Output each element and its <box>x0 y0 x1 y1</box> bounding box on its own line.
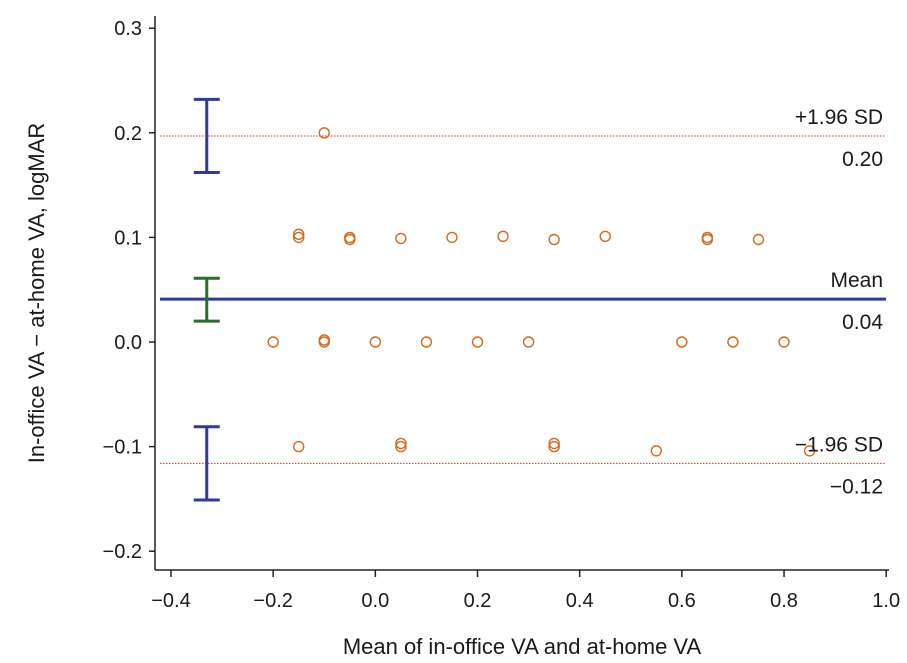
data-point <box>803 445 816 457</box>
upper-loa-value: 0.20 <box>842 148 883 171</box>
mean-value: 0.04 <box>842 311 883 334</box>
y-tick-label: 0.3 <box>114 18 142 40</box>
lower-loa-value: −0.12 <box>830 475 883 498</box>
data-point <box>293 228 305 240</box>
data-point <box>395 232 407 245</box>
data-point <box>548 440 560 453</box>
upper-loa-label: +1.96 SD <box>795 106 883 129</box>
data-point <box>395 440 407 453</box>
data-point <box>778 336 790 348</box>
data-point <box>650 445 663 457</box>
data-point <box>344 233 356 246</box>
data-point <box>752 233 765 246</box>
data-point <box>599 230 611 243</box>
mean-ci-bar <box>193 276 220 323</box>
x-tick-label: 1.0 <box>872 590 900 612</box>
data-point <box>548 437 560 450</box>
y-tick-label: 0.1 <box>114 227 142 249</box>
y-tick-label: 0.0 <box>114 332 142 354</box>
data-point <box>471 336 484 348</box>
data-point <box>548 233 560 246</box>
y-tick-label: −0.1 <box>103 437 142 459</box>
data-point <box>267 336 279 348</box>
y-ticks: −0.2 −0.1 0.0 0.1 0.2 0.3 <box>103 18 155 563</box>
x-tick-label: 0.6 <box>668 590 696 612</box>
y-tick-label: −0.2 <box>103 541 142 563</box>
data-point <box>497 230 509 243</box>
data-point <box>293 231 305 244</box>
y-axis-label: In-office VA − at-home VA, logMAR <box>24 123 49 464</box>
x-tick-label: 0.4 <box>566 590 594 612</box>
reference-lines <box>160 135 886 464</box>
x-tick-label: −0.2 <box>253 590 292 612</box>
y-tick-label: 0.2 <box>114 123 142 145</box>
confidence-intervals <box>193 97 220 502</box>
upper-loa-ci-bar <box>193 97 220 175</box>
data-points <box>267 127 816 457</box>
lower-loa-label: −1.96 SD <box>795 433 883 456</box>
data-point <box>395 437 407 450</box>
data-point <box>369 336 382 348</box>
data-point <box>318 127 330 139</box>
data-point <box>420 336 433 348</box>
data-point <box>727 336 739 348</box>
data-point <box>293 440 305 453</box>
data-point <box>318 334 330 346</box>
line-labels: +1.96 SD 0.20 Mean 0.04 −1.96 SD −0.12 <box>795 106 883 498</box>
x-tick-label: −0.4 <box>151 590 190 612</box>
x-tick-label: 0.2 <box>464 590 492 612</box>
data-point <box>701 233 714 246</box>
x-axis-label: Mean of in-office VA and at-home VA <box>343 634 702 659</box>
data-point <box>446 231 458 244</box>
x-ticks: −0.4 −0.2 0.0 0.2 0.4 0.6 0.8 1.0 <box>151 570 900 612</box>
mean-label: Mean <box>830 269 883 292</box>
data-point <box>522 336 535 348</box>
lower-loa-ci-bar <box>193 425 220 502</box>
x-tick-label: 0.8 <box>770 590 798 612</box>
data-point <box>676 336 688 348</box>
x-tick-label: 0.0 <box>361 590 389 612</box>
